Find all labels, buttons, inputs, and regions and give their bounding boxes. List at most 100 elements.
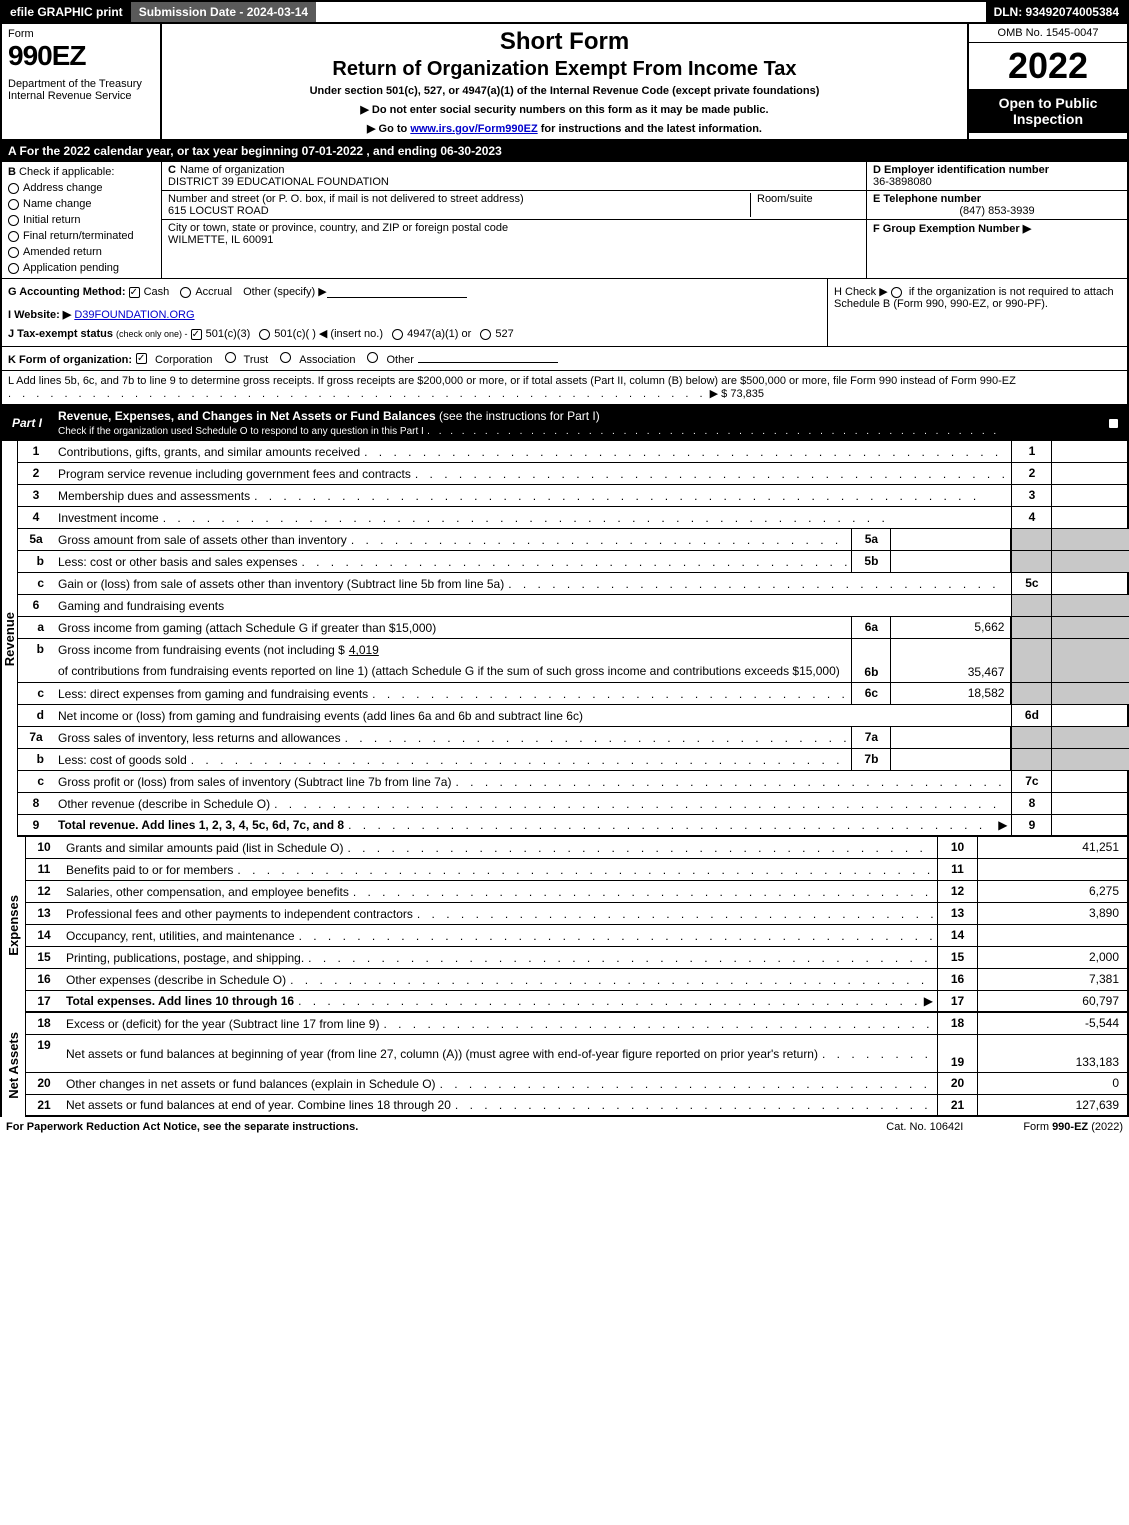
ln2-desc: Program service revenue including govern… — [58, 467, 411, 481]
part1-check[interactable] — [1103, 416, 1127, 430]
chk-other[interactable] — [367, 352, 378, 363]
line-a-text: A For the 2022 calendar year, or tax yea… — [2, 141, 1127, 161]
ln12-val: 6,275 — [977, 881, 1127, 902]
chk-trust[interactable] — [225, 352, 236, 363]
ln14-num: 14 — [26, 925, 62, 946]
line-13: 13 Professional fees and other payments … — [26, 903, 1127, 925]
h-block: H Check ▶ if the organization is not req… — [827, 279, 1127, 346]
chk-accrual[interactable] — [180, 287, 191, 298]
dots-icon: . . . . . . . . . . . . . . . . . . . . … — [298, 994, 920, 1008]
ln12-num: 12 — [26, 881, 62, 902]
line-12: 12 Salaries, other compensation, and emp… — [26, 881, 1127, 903]
ln9-num: 9 — [18, 815, 54, 835]
ln3-val — [1051, 485, 1129, 506]
line-19: 19 Net assets or fund balances at beginn… — [26, 1035, 1127, 1073]
ln6c-bn: 6c — [851, 683, 891, 704]
c-name-label: Name of organization — [180, 164, 285, 176]
line-20: 20 Other changes in net assets or fund b… — [26, 1073, 1127, 1095]
ln12-rn: 12 — [937, 881, 977, 902]
ln6b-num: b — [18, 639, 54, 682]
line-8: 8 Other revenue (describe in Schedule O)… — [18, 793, 1129, 815]
chk-4947[interactable] — [392, 329, 403, 340]
j-501c3: 501(c)(3) — [206, 328, 251, 340]
ln6d-desc: Net income or (loss) from gaming and fun… — [58, 709, 583, 723]
shade-cell — [1051, 749, 1129, 770]
ln13-val: 3,890 — [977, 903, 1127, 924]
ln6b-desc2: of contributions from fundraising events… — [58, 664, 840, 678]
ln20-num: 20 — [26, 1073, 62, 1094]
netassets-label: Net Assets — [2, 1013, 26, 1117]
chk-application-pending[interactable]: Application pending — [8, 262, 155, 274]
chk-final-return[interactable]: Final return/terminated — [8, 230, 155, 242]
ln11-num: 11 — [26, 859, 62, 880]
chk-corporation[interactable] — [136, 353, 147, 364]
ln7b-bn: 7b — [851, 749, 891, 770]
footer-mid: Cat. No. 10642I — [886, 1121, 963, 1133]
shade-cell — [1051, 551, 1129, 572]
chk-501c3[interactable] — [191, 329, 202, 340]
ln2-val — [1051, 463, 1129, 484]
g-other-line[interactable] — [327, 286, 467, 298]
ln7a-bv — [891, 727, 1011, 748]
ln4-desc: Investment income — [58, 511, 159, 525]
column-def: D Employer identification number 36-3898… — [867, 162, 1127, 278]
ln5a-bn: 5a — [851, 529, 891, 550]
street-label: Number and street (or P. O. box, if mail… — [168, 193, 750, 205]
ln17-val: 60,797 — [977, 991, 1127, 1011]
chk-cash[interactable] — [129, 287, 140, 298]
b-item-2: Initial return — [23, 214, 80, 226]
arrow-icon: ▶ — [998, 818, 1007, 832]
part1-header: Part I Revenue, Expenses, and Changes in… — [0, 406, 1129, 441]
chk-501c[interactable] — [259, 329, 270, 340]
ln15-rn: 15 — [937, 947, 977, 968]
ln10-val: 41,251 — [977, 837, 1127, 858]
b-heading: B Check if applicable: — [8, 166, 155, 178]
ln5c-val — [1051, 573, 1129, 594]
line-7a: 7a Gross sales of inventory, less return… — [18, 727, 1129, 749]
line-6a: a Gross income from gaming (attach Sched… — [18, 617, 1129, 639]
form-title-1: Short Form — [168, 28, 961, 56]
ln8-val — [1051, 793, 1129, 814]
revenue-section: Revenue 1 Contributions, gifts, grants, … — [0, 441, 1129, 837]
chk-527[interactable] — [480, 329, 491, 340]
chk-name-change[interactable]: Name change — [8, 198, 155, 210]
ln14-val — [977, 925, 1127, 946]
d-label: D Employer identification number — [873, 164, 1121, 176]
room-label: Room/suite — [757, 193, 860, 205]
block-b-through-f: B Check if applicable: Address change Na… — [0, 162, 1129, 279]
chk-h[interactable] — [891, 287, 902, 298]
website-link[interactable]: D39FOUNDATION.ORG — [74, 309, 194, 321]
ln21-desc: Net assets or fund balances at end of ye… — [66, 1098, 451, 1112]
chk-address-change[interactable]: Address change — [8, 182, 155, 194]
page-footer: For Paperwork Reduction Act Notice, see … — [0, 1117, 1129, 1137]
dots-icon: . . . . . . . . . . . . . . . . . . . . … — [191, 753, 848, 767]
ln1-val: 32,693 — [1051, 441, 1129, 462]
dots-icon: . . . . . . . . . . . . . . . . . . . . … — [415, 467, 1008, 481]
chk-initial-return[interactable]: Initial return — [8, 214, 155, 226]
chk-association[interactable] — [280, 352, 291, 363]
dept-label: Department of the Treasury Internal Reve… — [8, 78, 154, 102]
g-label: G Accounting Method: — [8, 286, 126, 298]
ln13-desc: Professional fees and other payments to … — [66, 907, 413, 921]
form-word: Form — [8, 28, 154, 40]
dots-icon: . . . . . . . . . . . . . . . . . . . . … — [822, 1047, 933, 1061]
ln6d-rn: 6d — [1011, 705, 1051, 726]
ln6b-bv: 35,467 — [891, 639, 1011, 682]
f-label: F Group Exemption Number ▶ — [873, 223, 1031, 235]
k-other: Other — [386, 354, 414, 366]
line-2: 2 Program service revenue including gove… — [18, 463, 1129, 485]
expenses-label: Expenses — [2, 837, 26, 1013]
b-check-label: Check if applicable: — [19, 166, 114, 178]
dots-icon: . . . . . . . . . . . . . . . . . . . . … — [508, 577, 1007, 591]
efile-label[interactable]: efile GRAPHIC print — [2, 2, 131, 22]
shade-cell — [1011, 617, 1051, 638]
b-item-3: Final return/terminated — [23, 230, 134, 242]
ln5a-desc: Gross amount from sale of assets other t… — [58, 533, 347, 547]
form-subtitle-1: Under section 501(c), 527, or 4947(a)(1)… — [168, 85, 961, 97]
ln17-desc: Total expenses. Add lines 10 through 16 — [66, 994, 294, 1008]
chk-amended-return[interactable]: Amended return — [8, 246, 155, 258]
k-other-line[interactable] — [418, 351, 558, 363]
line-16: 16 Other expenses (describe in Schedule … — [26, 969, 1127, 991]
irs-link[interactable]: www.irs.gov/Form990EZ — [410, 123, 537, 135]
dots-icon: . . . . . . . . . . . . . . . . . . . . … — [290, 973, 933, 987]
